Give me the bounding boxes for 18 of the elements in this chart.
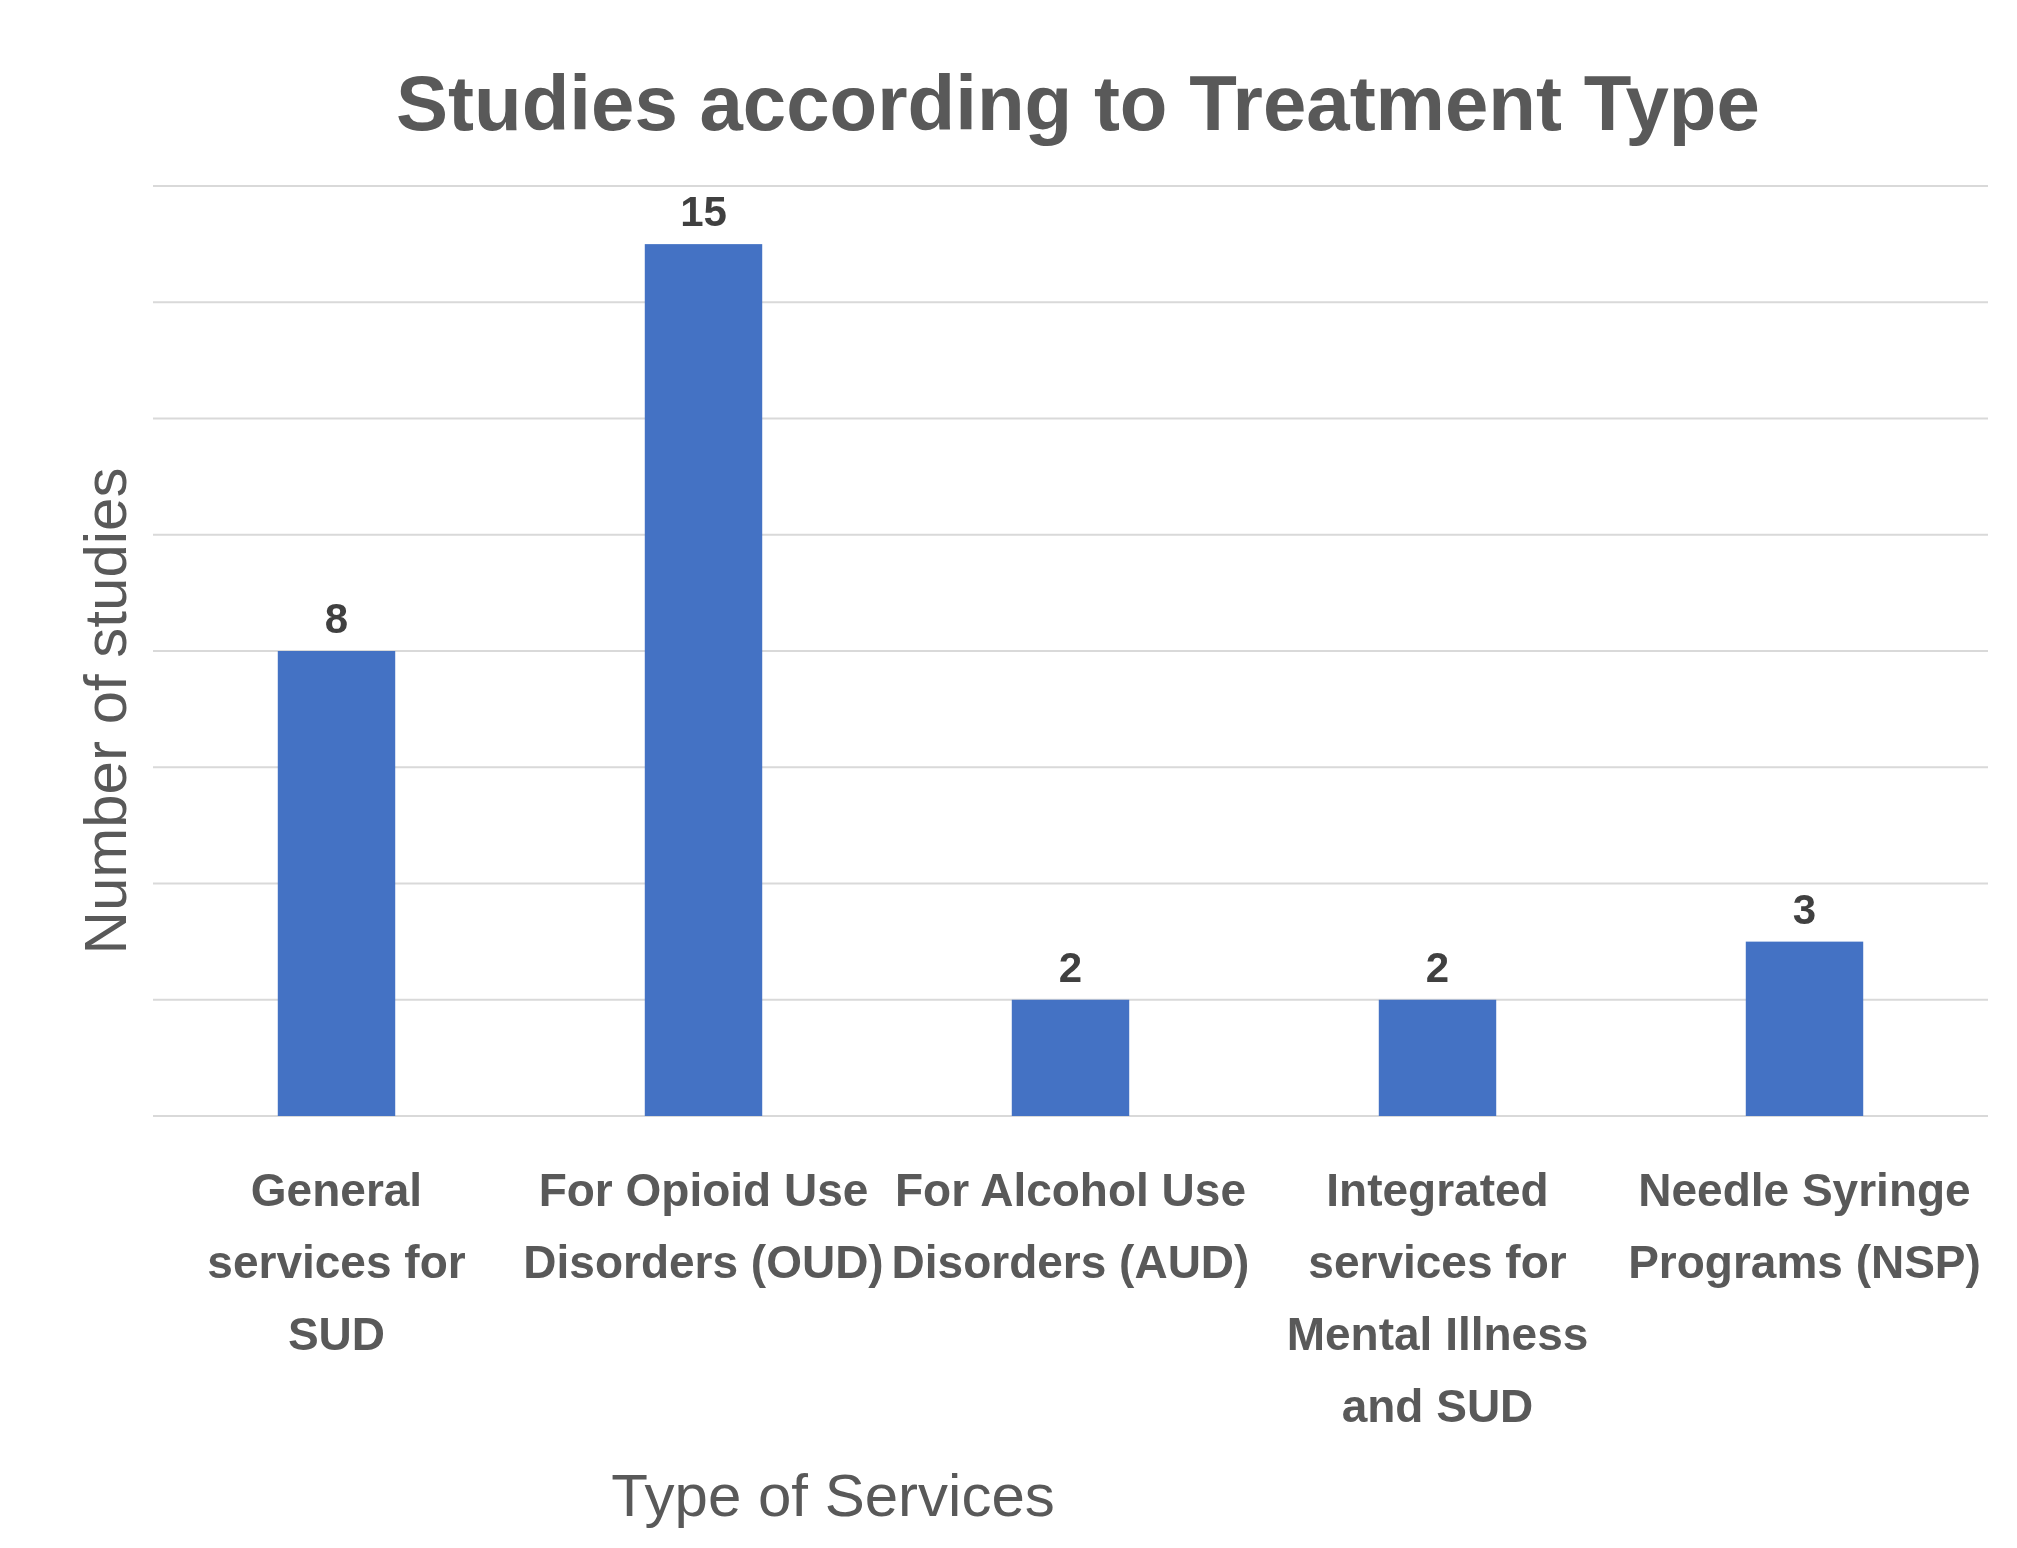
x-tick-label: General services for SUD <box>207 1164 466 1360</box>
x-axis-title: Type of Services <box>611 1462 1055 1529</box>
bar <box>277 651 396 1116</box>
data-label: 2 <box>1425 943 1450 991</box>
y-axis-title: Number of studies <box>72 467 139 955</box>
x-tick-label: Integrated services for Mental Illness and SUD <box>1286 1164 1589 1432</box>
bar <box>644 244 763 1116</box>
bar <box>1011 999 1130 1116</box>
chart-title: Studies according to Treatment Type <box>396 59 1760 147</box>
bar <box>1378 999 1497 1116</box>
x-tick-label: For Opioid Use Disorders (OUD) <box>523 1164 884 1288</box>
x-tick-label: For Alcohol Use Disorders (AUD) <box>891 1164 1250 1288</box>
data-label: 3 <box>1792 885 1817 933</box>
data-label: 15 <box>680 188 727 236</box>
data-label: 8 <box>324 595 349 642</box>
bar <box>1745 941 1864 1116</box>
data-label: 2 <box>1058 943 1083 991</box>
x-tick-label: Needle Syringe Programs (NSP) <box>1628 1164 1981 1288</box>
